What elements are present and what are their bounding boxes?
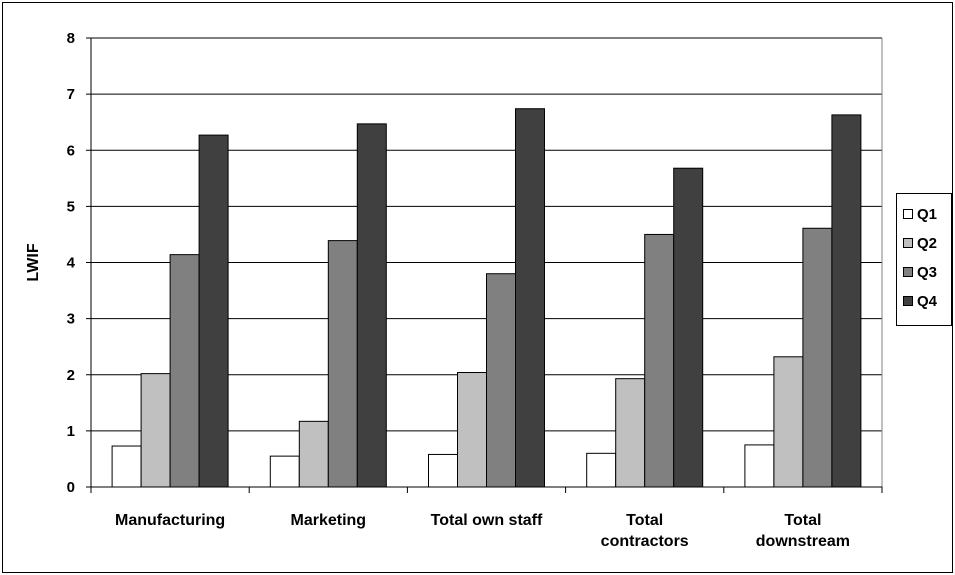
bar-q3 — [644, 233, 675, 488]
y-tick-label: 8 — [67, 30, 75, 47]
bar-q4 — [831, 114, 862, 488]
bar-q2 — [140, 373, 171, 488]
y-axis-title: LWIF — [25, 243, 42, 281]
y-tick-label: 4 — [67, 255, 76, 272]
bar-q2 — [457, 372, 487, 488]
legend-label-q1: Q1 — [917, 205, 938, 223]
y-tick-label: 5 — [67, 198, 75, 215]
bar-q3 — [327, 240, 358, 488]
x-tick-label: Manufacturing — [115, 512, 225, 529]
bar-q1 — [428, 453, 458, 488]
legend-item-q4: Q4 — [903, 291, 937, 311]
bar-q4 — [515, 108, 545, 488]
y-tick-label: 3 — [67, 311, 75, 328]
y-tick-label: 7 — [67, 86, 75, 103]
bar-q4 — [356, 123, 387, 488]
legend-label-q3: Q3 — [917, 263, 938, 281]
x-tick-label: Total own staff — [431, 512, 543, 529]
bar-q3 — [802, 227, 833, 488]
bar-q3 — [486, 273, 516, 488]
bar-q2 — [298, 420, 329, 488]
bar-q1 — [111, 445, 142, 488]
x-tick-label: Total contractors — [601, 512, 689, 550]
bar-q4 — [673, 167, 704, 488]
x-tick-label: Total downstream — [756, 512, 850, 550]
bar-q2 — [615, 378, 646, 488]
bar-q2 — [773, 356, 804, 488]
legend-swatch-q2 — [903, 238, 913, 248]
legend-swatch-q3 — [903, 267, 913, 277]
bar-q1 — [744, 444, 775, 488]
legend-swatch-q1 — [903, 209, 913, 219]
legend-label-q4: Q4 — [917, 292, 938, 310]
legend-item-q2: Q2 — [903, 233, 937, 253]
y-tick-label: 6 — [67, 142, 75, 159]
legend-label-q2: Q2 — [917, 234, 938, 252]
legend: Q1 Q2 Q3 Q4 — [896, 193, 952, 326]
legend-swatch-q4 — [903, 296, 913, 306]
legend-item-q3: Q3 — [903, 262, 937, 282]
bar-q4 — [198, 134, 229, 488]
x-tick-label: Marketing — [291, 512, 367, 529]
bar-q3 — [169, 254, 200, 488]
bar-q1 — [586, 452, 617, 488]
y-tick-label: 2 — [67, 367, 75, 384]
bar-q1 — [269, 455, 300, 488]
legend-item-q1: Q1 — [903, 204, 937, 224]
y-tick-label: 0 — [67, 479, 75, 496]
y-tick-label: 1 — [67, 423, 75, 440]
